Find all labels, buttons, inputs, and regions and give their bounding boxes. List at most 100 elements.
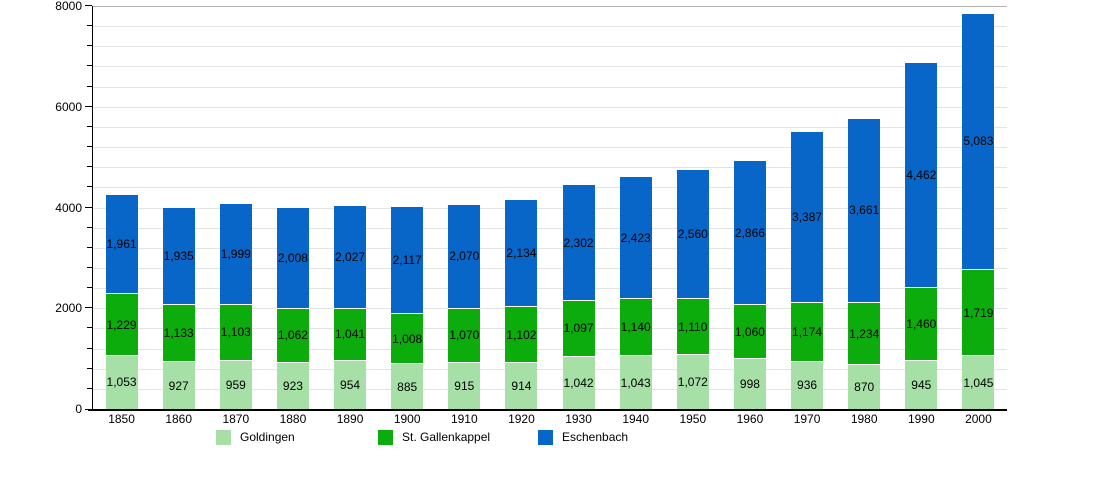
bar-segment-eschenbach: 1,961 (105, 195, 138, 295)
y-axis-tick (87, 266, 92, 268)
bar-value-label: 2,070 (449, 249, 480, 264)
gridline (93, 368, 1007, 370)
bar-segment-st-gallenkappel: 1,719 (962, 269, 995, 357)
y-axis-tick (85, 105, 92, 107)
gridline (93, 106, 1007, 108)
y-axis-tick (87, 65, 92, 67)
bar-segment-st-gallenkappel: 1,460 (905, 287, 938, 362)
bar-segment-goldingen: 1,045 (962, 356, 995, 409)
y-axis-tick-label: 0 (75, 402, 82, 416)
y-axis-tick (87, 125, 92, 127)
gridline (93, 288, 1007, 290)
x-axis-label-1960: 1960 (736, 412, 764, 426)
bar-segment-goldingen: 936 (791, 361, 824, 409)
x-axis-label-1970: 1970 (793, 412, 821, 426)
bar-segment-goldingen: 998 (733, 358, 766, 409)
bar-segment-goldingen: 927 (162, 362, 195, 409)
bar-value-label: 954 (340, 377, 361, 392)
bar-value-label: 2,008 (277, 250, 308, 265)
bar-segment-eschenbach: 2,008 (276, 207, 309, 310)
y-axis-tick (87, 146, 92, 148)
x-axis-label-1860: 1860 (165, 412, 193, 426)
bar-segment-st-gallenkappel: 1,070 (448, 309, 481, 363)
bar-value-label: 1,935 (163, 249, 194, 264)
bar-1870: 1,999 1,103 959 (207, 6, 264, 409)
bar-segment-st-gallenkappel: 1,041 (334, 308, 367, 361)
y-axis-tick (87, 287, 92, 289)
bar-value-label: 2,560 (677, 227, 708, 242)
gridline (93, 6, 1007, 7)
bar-value-label: 2,117 (392, 252, 422, 267)
bar-1890: 2,027 1,041 954 (322, 6, 379, 409)
chart-legend: Goldingen St. Gallenkappel Eschenbach (0, 430, 1100, 448)
y-axis-tick (87, 45, 92, 47)
y-axis-tick (85, 206, 92, 208)
bar-1990: 4,462 1,460 945 (893, 6, 950, 409)
plot-area: 1,961 1,229 1,053 1,935 1,133 927 1,999 1,103 95… (93, 6, 1007, 409)
y-axis-tick (87, 367, 92, 369)
bar-1960: 2,866 1,060 998 (721, 6, 778, 409)
bar-value-label: 2,302 (563, 235, 594, 250)
x-axis-label-1940: 1940 (622, 412, 650, 426)
gridline (93, 328, 1007, 330)
bar-segment-st-gallenkappel: 1,140 (619, 299, 652, 357)
gridline (93, 147, 1007, 149)
bar-segment-eschenbach: 5,083 (962, 13, 995, 270)
bar-value-label: 1,961 (106, 237, 137, 252)
gridline (93, 46, 1007, 48)
gridline (93, 308, 1007, 310)
x-axis-line (88, 409, 1007, 411)
legend-item-st-gallenkappel: St. Gallenkappel (378, 430, 490, 445)
bar-segment-eschenbach: 2,027 (334, 206, 367, 309)
bar-value-label: 1,999 (220, 247, 251, 262)
bar-value-label: 4,462 (906, 167, 937, 182)
bar-value-label: 927 (168, 378, 189, 393)
bar-value-label: 1,102 (506, 327, 537, 342)
y-axis-tick-label: 2000 (55, 301, 82, 316)
bar-value-label: 915 (454, 378, 475, 393)
bar-segment-eschenbach: 3,661 (848, 118, 881, 304)
y-axis-tick (87, 387, 92, 389)
bar-value-label: 1,097 (563, 321, 594, 336)
bar-segment-eschenbach: 1,935 (162, 207, 195, 306)
legend-label: Goldingen (240, 430, 295, 444)
bar-value-label: 5,083 (963, 134, 994, 149)
gridline (93, 207, 1007, 209)
gridline (93, 126, 1007, 128)
bar-segment-eschenbach: 2,560 (676, 170, 709, 300)
bar-value-label: 1,072 (677, 375, 708, 389)
bar-1970: 3,387 1,174 936 (779, 6, 836, 409)
gridline (93, 348, 1007, 350)
bar-segment-eschenbach: 4,462 (905, 63, 938, 288)
bar-segment-eschenbach: 2,302 (562, 185, 595, 302)
bar-value-label: 945 (911, 378, 932, 393)
bar-1920: 2,134 1,102 914 (493, 6, 550, 409)
bar-1910: 2,070 1,070 915 (436, 6, 493, 409)
y-axis-tick (85, 409, 92, 410)
bar-segment-goldingen: 954 (334, 360, 367, 409)
bar-value-label: 914 (511, 378, 532, 393)
x-axis-label-1890: 1890 (336, 412, 364, 426)
bar-segment-eschenbach: 2,134 (505, 199, 538, 308)
bar-segment-eschenbach: 2,117 (391, 207, 424, 314)
bar-segment-goldingen: 1,072 (676, 355, 709, 409)
bar-value-label: 1,133 (163, 326, 194, 341)
bar-value-label: 1,110 (678, 319, 708, 334)
gridline (93, 388, 1007, 390)
x-axis-label-1910: 1910 (450, 412, 478, 426)
x-axis-label-1980: 1980 (850, 412, 878, 426)
bar-segment-goldingen: 923 (276, 362, 309, 409)
x-axis-label-1850: 1850 (108, 412, 135, 426)
bar-segment-st-gallenkappel: 1,110 (676, 299, 709, 355)
bar-segment-goldingen: 1,043 (619, 356, 652, 409)
y-axis-tick (87, 186, 92, 188)
y-axis-tick (87, 25, 92, 27)
bar-segment-st-gallenkappel: 1,097 (562, 301, 595, 357)
bar-value-label: 923 (282, 378, 303, 393)
bar-value-label: 1,053 (106, 375, 137, 390)
y-axis-tick-label: 8000 (55, 0, 82, 13)
bar-value-label: 2,866 (734, 225, 765, 240)
bar-segment-st-gallenkappel: 1,103 (219, 305, 252, 361)
x-axis-label-1870: 1870 (222, 412, 250, 426)
x-axis-label-1920: 1920 (508, 412, 535, 426)
